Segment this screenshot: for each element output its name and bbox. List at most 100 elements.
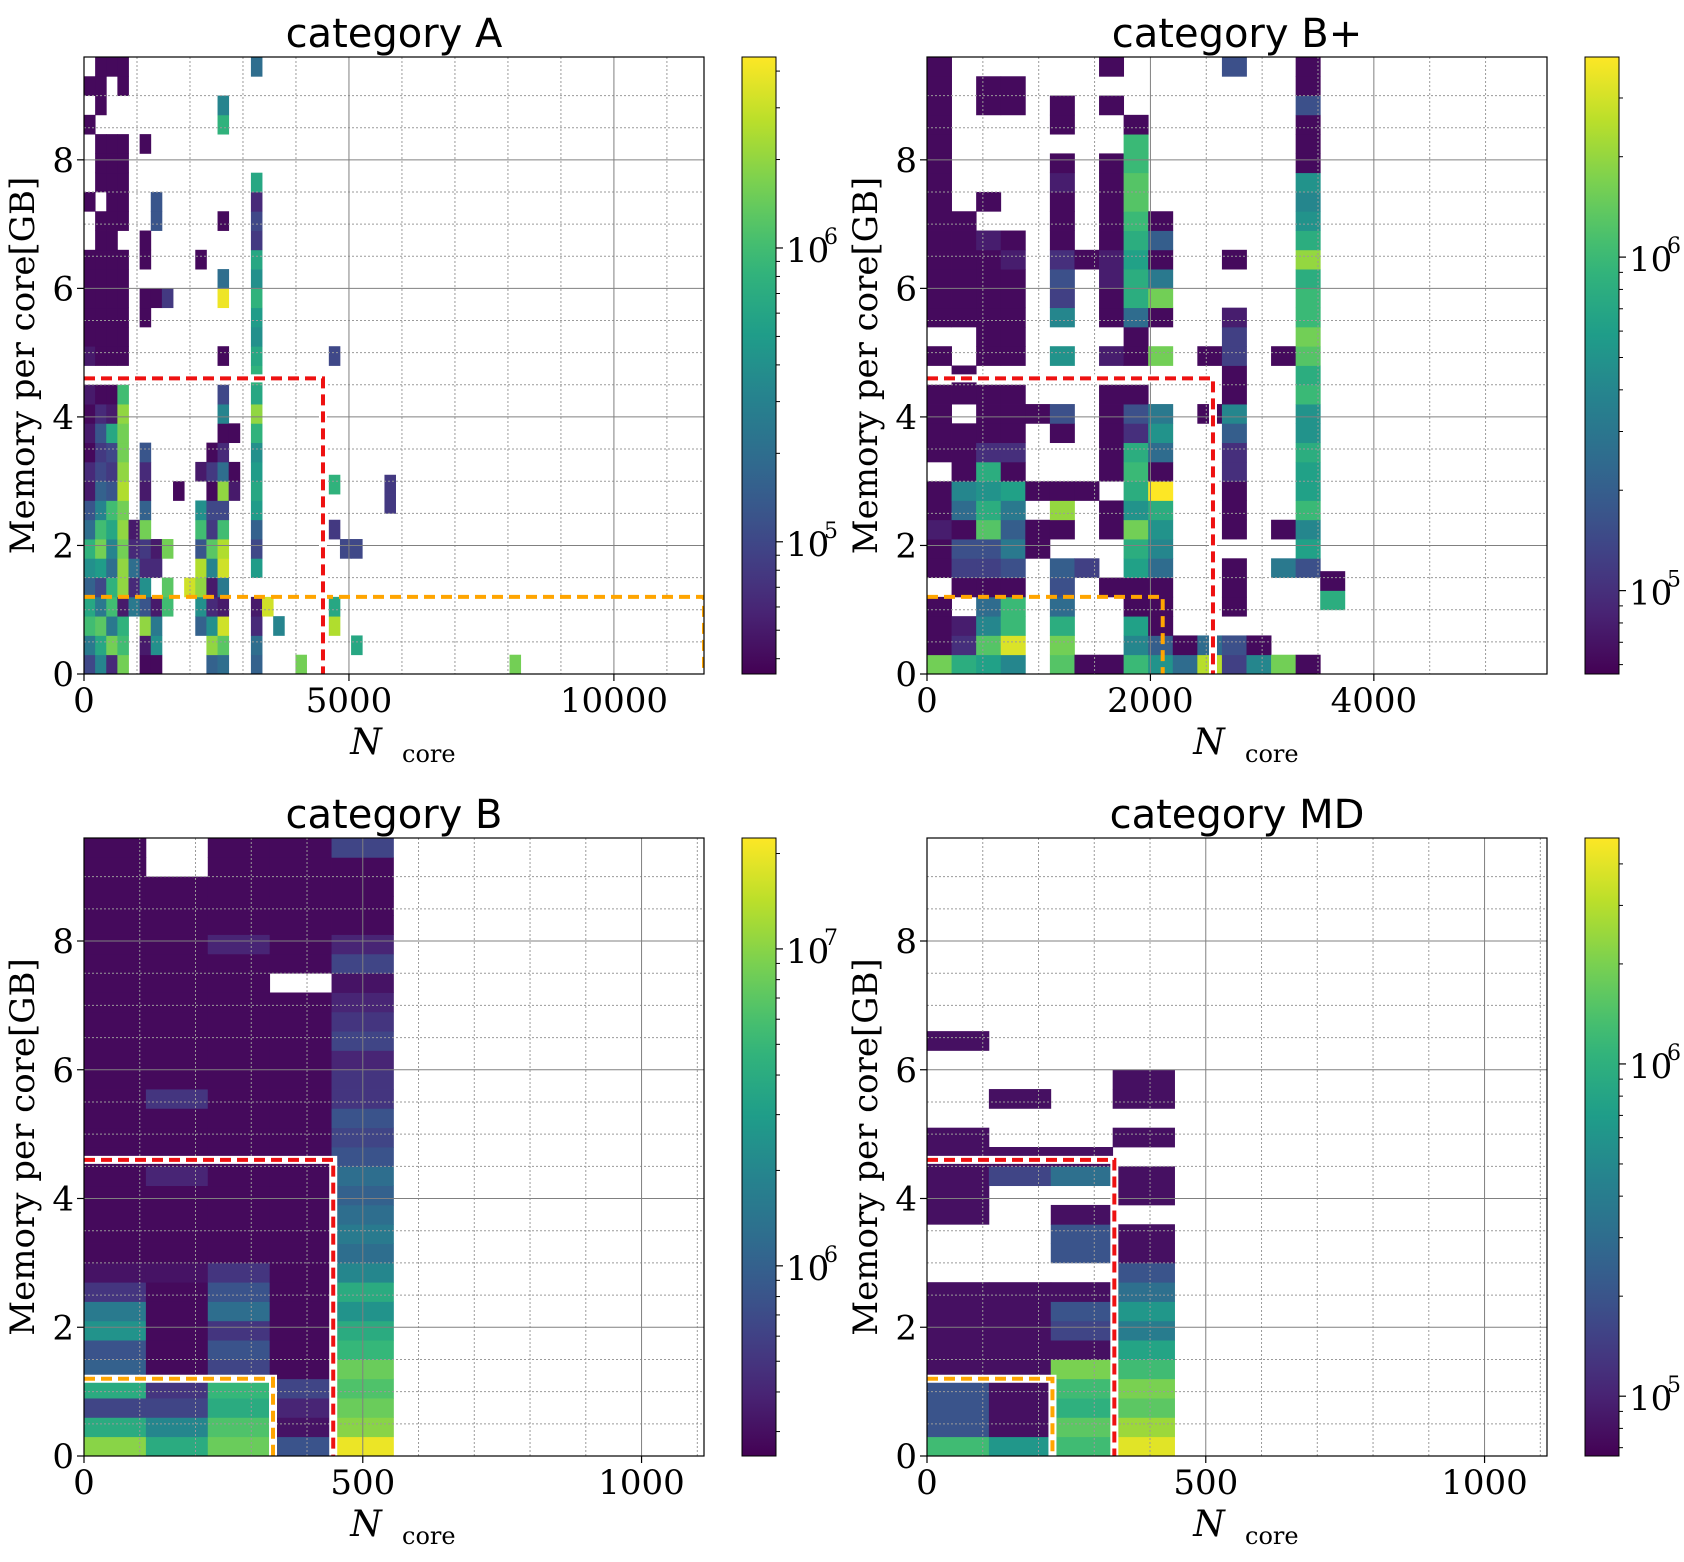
heatmap-cell <box>927 1320 990 1341</box>
orange-dashed-box <box>84 594 704 674</box>
heatmap-cell <box>95 153 107 174</box>
heatmap-cell <box>84 76 96 96</box>
heatmap-cell <box>106 442 118 463</box>
heatmap-cell <box>117 307 129 328</box>
heatmap-cell <box>1112 1282 1175 1302</box>
heatmap-cell <box>1295 269 1321 289</box>
heatmap-cell <box>1025 481 1051 501</box>
heatmap-cell <box>95 288 107 309</box>
heatmap-cell <box>927 114 952 135</box>
heatmap-cell <box>117 404 129 424</box>
heatmap-cell <box>106 635 118 656</box>
heatmap-cell <box>117 191 129 212</box>
heatmap-cell <box>250 500 263 521</box>
heatmap-cell <box>927 1359 990 1380</box>
y-tick-label: 4 <box>895 1180 917 1220</box>
heatmap-cell <box>976 230 1002 251</box>
heatmap-cell <box>139 616 152 636</box>
heatmap-cell <box>1099 442 1125 463</box>
heatmap-cell <box>250 288 263 309</box>
heatmap-cell <box>150 596 163 617</box>
x-tick-label: 500 <box>1173 1463 1238 1503</box>
heatmap-cell <box>927 635 952 656</box>
heatmap-cell <box>951 307 977 328</box>
heatmap-cell <box>117 172 129 193</box>
heatmap-cell <box>95 423 107 444</box>
heatmap-cell <box>988 1436 1052 1456</box>
heatmap-cell <box>106 134 118 154</box>
heatmap-cell <box>1123 461 1149 482</box>
heatmap-cell <box>145 1127 209 1148</box>
heatmap-cell <box>976 442 1002 463</box>
chart-panel-4: 0 500 1000 0 2 4 6 8 category MD N core Memory per … <box>846 792 1681 1550</box>
heatmap-cell <box>106 326 118 347</box>
heatmap-cell <box>150 616 163 636</box>
heatmap-cell <box>1295 172 1321 193</box>
heatmap-cell <box>84 384 96 405</box>
heatmap-cell <box>1000 654 1026 674</box>
heatmap-cell <box>1049 558 1075 578</box>
heatmap-cell <box>1123 191 1149 212</box>
heatmap-cell <box>207 1185 271 1206</box>
heatmap-cell <box>1112 1127 1175 1148</box>
heatmap-cell <box>927 76 952 96</box>
heatmap-cell <box>150 211 163 231</box>
heatmap-cell <box>84 1340 147 1360</box>
heatmap-cell <box>1123 596 1149 617</box>
heatmap-cell <box>206 558 218 578</box>
heatmap-cell <box>207 1398 271 1418</box>
heatmap-cell <box>95 461 107 482</box>
heatmap-cell <box>95 481 107 501</box>
heatmap-cell <box>1112 1378 1175 1399</box>
heatmap-cell <box>1099 172 1125 193</box>
y-axis-label: Memory per core[GB] <box>846 177 886 554</box>
heatmap-cell <box>951 558 977 578</box>
chart-panel-2: 0 2000 4000 0 2 4 6 8 category B+ N core Memory per… <box>846 11 1681 768</box>
heatmap-cell <box>145 992 209 1013</box>
heatmap-cell <box>1295 519 1321 540</box>
heatmap-cell <box>250 191 263 212</box>
heatmap-cell <box>927 57 952 77</box>
heatmap-cell <box>1295 539 1321 559</box>
y-tick-label: 8 <box>52 922 74 962</box>
heatmap-cell <box>145 1204 209 1225</box>
heatmap-cell <box>84 1417 147 1438</box>
red-dashed-box <box>84 376 325 674</box>
heatmap-cell <box>1221 654 1247 674</box>
heatmap-cell <box>1099 307 1125 328</box>
heatmap-cell <box>106 596 118 617</box>
heatmap-cell <box>139 461 152 482</box>
heatmap-cell <box>217 95 230 116</box>
colorbar-tick-label: 10 <box>1629 240 1672 280</box>
heatmap-cell <box>976 481 1002 501</box>
heatmap-cell <box>84 404 96 424</box>
heatmap-cell <box>1049 172 1075 193</box>
heatmap-cell <box>1123 384 1149 405</box>
y-tick-label: 6 <box>52 1051 74 1091</box>
heatmap-cell <box>1025 519 1051 540</box>
heatmap-cell <box>195 519 207 540</box>
heatmap-cell <box>139 558 152 578</box>
heatmap-cell <box>269 1031 332 1051</box>
heatmap-cell <box>1221 365 1247 386</box>
heatmap-cell <box>927 230 952 251</box>
colorbar-gradient <box>1584 56 1620 675</box>
heatmap-cell <box>84 1089 147 1109</box>
heatmap-cell <box>927 519 952 540</box>
heatmap-cell <box>988 1301 1052 1322</box>
heatmap-cell <box>207 1243 271 1264</box>
heatmap-cell <box>106 307 118 328</box>
heatmap-cell <box>139 307 152 328</box>
heatmap-cell <box>1112 1340 1175 1360</box>
heatmap-cell <box>145 1282 209 1302</box>
heatmap-cell <box>1221 596 1247 617</box>
heatmap-cell <box>84 114 96 135</box>
heatmap-cell <box>1112 1069 1175 1090</box>
red-dashed-box <box>84 1157 336 1456</box>
heatmap-cell <box>161 539 174 559</box>
y-tick-label: 4 <box>52 1180 74 1220</box>
heatmap-cell <box>1050 1436 1114 1456</box>
heatmap-cell <box>106 500 118 521</box>
heatmap-cell <box>84 1378 147 1399</box>
heatmap-cell <box>976 404 1002 424</box>
